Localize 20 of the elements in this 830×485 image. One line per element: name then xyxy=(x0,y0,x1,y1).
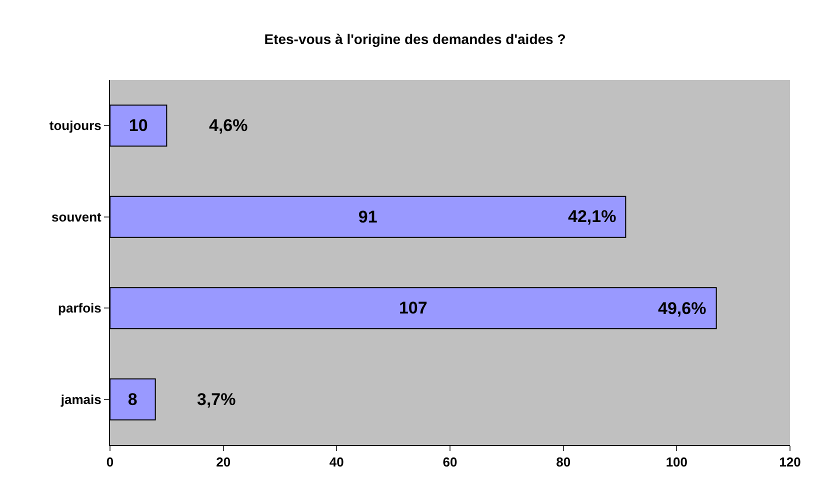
y-tick-label: souvent xyxy=(52,209,102,224)
x-tick-label: 120 xyxy=(779,454,801,470)
x-tick-label: 80 xyxy=(556,454,571,470)
x-tick-label: 40 xyxy=(329,454,344,470)
data-label: 107 xyxy=(398,298,428,318)
data-label: 91 xyxy=(358,207,378,226)
x-tick-label: 100 xyxy=(666,454,688,470)
annotation: 3,7% xyxy=(197,390,236,409)
annotation: 49,6% xyxy=(658,299,706,318)
y-tick-label: jamais xyxy=(60,392,102,407)
data-label: 8 xyxy=(128,390,138,409)
annotation: 42,1% xyxy=(568,207,616,226)
x-tick-label: 60 xyxy=(442,454,458,470)
data-label: 10 xyxy=(128,116,148,136)
annotation: 4,6% xyxy=(209,116,248,135)
y-tick-label: toujours xyxy=(49,118,102,134)
y-tick-label: parfois xyxy=(58,300,102,316)
chart-title: Etes-vous à l'origine des demandes d'aides ? xyxy=(264,30,566,47)
x-tick-label: 20 xyxy=(216,454,231,470)
x-tick-label: 0 xyxy=(106,454,114,470)
